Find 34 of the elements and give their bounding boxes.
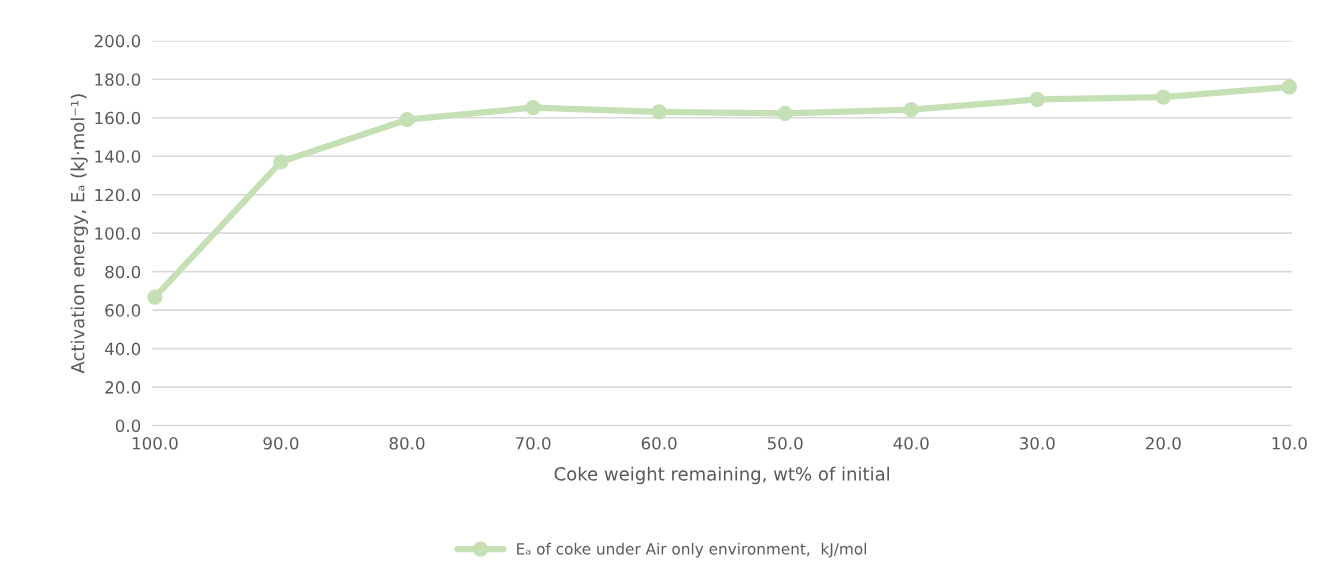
point xyxy=(1029,91,1045,108)
y-tick-label: 160.0 xyxy=(95,111,141,125)
x-tick-label: 20.0 xyxy=(1145,437,1181,450)
y-tick-label: 180.0 xyxy=(95,73,141,86)
x-tick-label: 80.0 xyxy=(389,437,425,450)
x-tick-label: 10.0 xyxy=(1272,437,1307,450)
point xyxy=(1281,79,1297,95)
y-tick-label: 200.0 xyxy=(94,34,141,48)
x-tick-label: 90.0 xyxy=(263,437,299,450)
point xyxy=(1155,89,1171,105)
x-axis-title: Coke weight remaining, wt% of initial xyxy=(554,466,889,485)
x-tick-label: 30.0 xyxy=(1019,437,1055,450)
x-tick-label: 50.0 xyxy=(767,437,803,450)
point xyxy=(147,289,163,305)
y-tick-label: 60.0 xyxy=(105,304,141,317)
y-tick-label: 40.0 xyxy=(104,342,141,356)
y-tick-label: 20.0 xyxy=(105,381,141,394)
point xyxy=(525,99,541,116)
y-tick-label: 140.0 xyxy=(95,150,141,163)
point xyxy=(399,112,415,128)
point xyxy=(273,154,289,170)
point xyxy=(651,104,667,120)
point xyxy=(903,102,919,118)
point xyxy=(777,105,793,121)
x-tick-label: 60.0 xyxy=(641,437,677,450)
x-tick-label: 40.0 xyxy=(893,437,929,450)
x-tick-label: 70.0 xyxy=(515,437,551,450)
y-tick-label: 80.0 xyxy=(105,265,141,279)
y-tick-label: 100.0 xyxy=(95,227,141,240)
x-tick-label: 100.0 xyxy=(132,437,178,450)
y-tick-label: 120.0 xyxy=(95,188,141,202)
legend-label: Eₐ of coke under Air only environment, kJ/mol xyxy=(517,542,866,558)
y-tick-label: 0.0 xyxy=(115,419,141,433)
y-axis-title: Activation energy, Eₐ (kJ·mol⁻¹) xyxy=(70,94,88,374)
